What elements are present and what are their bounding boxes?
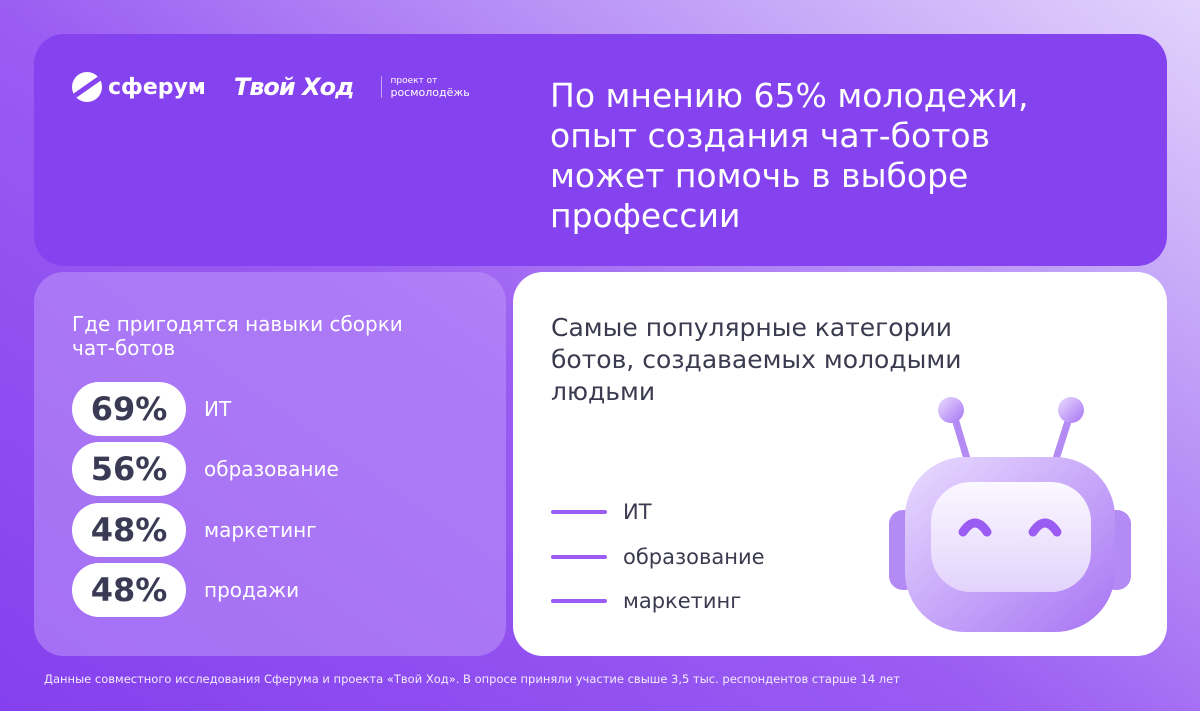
rosmolodezh-logo: проект от росмолодёжь: [381, 76, 470, 99]
legend-line: [551, 599, 607, 603]
sferum-icon: [72, 72, 102, 102]
legend-item: ИТ: [551, 500, 652, 524]
stat-label: образование: [204, 457, 339, 481]
legend-item: маркетинг: [551, 589, 741, 613]
sferum-logo: сферум: [72, 72, 206, 102]
stat-value: 69%: [72, 382, 186, 436]
stat-value: 48%: [72, 563, 186, 617]
headline-card: [34, 34, 1167, 266]
stat-row: 48% продажи: [72, 563, 299, 617]
rosm-text: росмолодёжь: [390, 86, 470, 99]
legend-line: [551, 555, 607, 559]
stat-row: 56% образование: [72, 442, 339, 496]
stat-label: продажи: [204, 578, 300, 602]
legend-label: образование: [623, 545, 765, 569]
logos: сферум Твой Ход проект от росмолодёжь: [72, 72, 470, 102]
stat-label: ИТ: [204, 397, 232, 421]
categories-title: Самые популярные категории ботов, создав…: [551, 313, 962, 406]
rosm-small: проект от: [390, 76, 438, 86]
robot-icon: [889, 397, 1131, 632]
tvoy-hod-logo: Твой Ход: [233, 73, 355, 101]
skills-card: Где пригодятся навыки сборки чат-ботов 6…: [34, 272, 506, 656]
sferum-text: сферум: [108, 74, 206, 100]
headline: По мнению 65% молодежи, опыт создания ча…: [550, 76, 1029, 235]
skills-title: Где пригодятся навыки сборки чат-ботов: [72, 312, 403, 360]
legend-item: образование: [551, 545, 765, 569]
stat-row: 48% маркетинг: [72, 503, 317, 557]
legend-label: ИТ: [623, 500, 652, 524]
stat-label: маркетинг: [204, 518, 317, 542]
footnote: Данные совместного исследования Сферума …: [44, 672, 900, 686]
stat-value: 56%: [72, 442, 186, 496]
stat-value: 48%: [72, 503, 186, 557]
categories-card: Самые популярные категории ботов, создав…: [513, 272, 1167, 656]
legend-line: [551, 510, 607, 514]
stat-row: 69% ИТ: [72, 382, 231, 436]
legend-label: маркетинг: [623, 589, 742, 613]
